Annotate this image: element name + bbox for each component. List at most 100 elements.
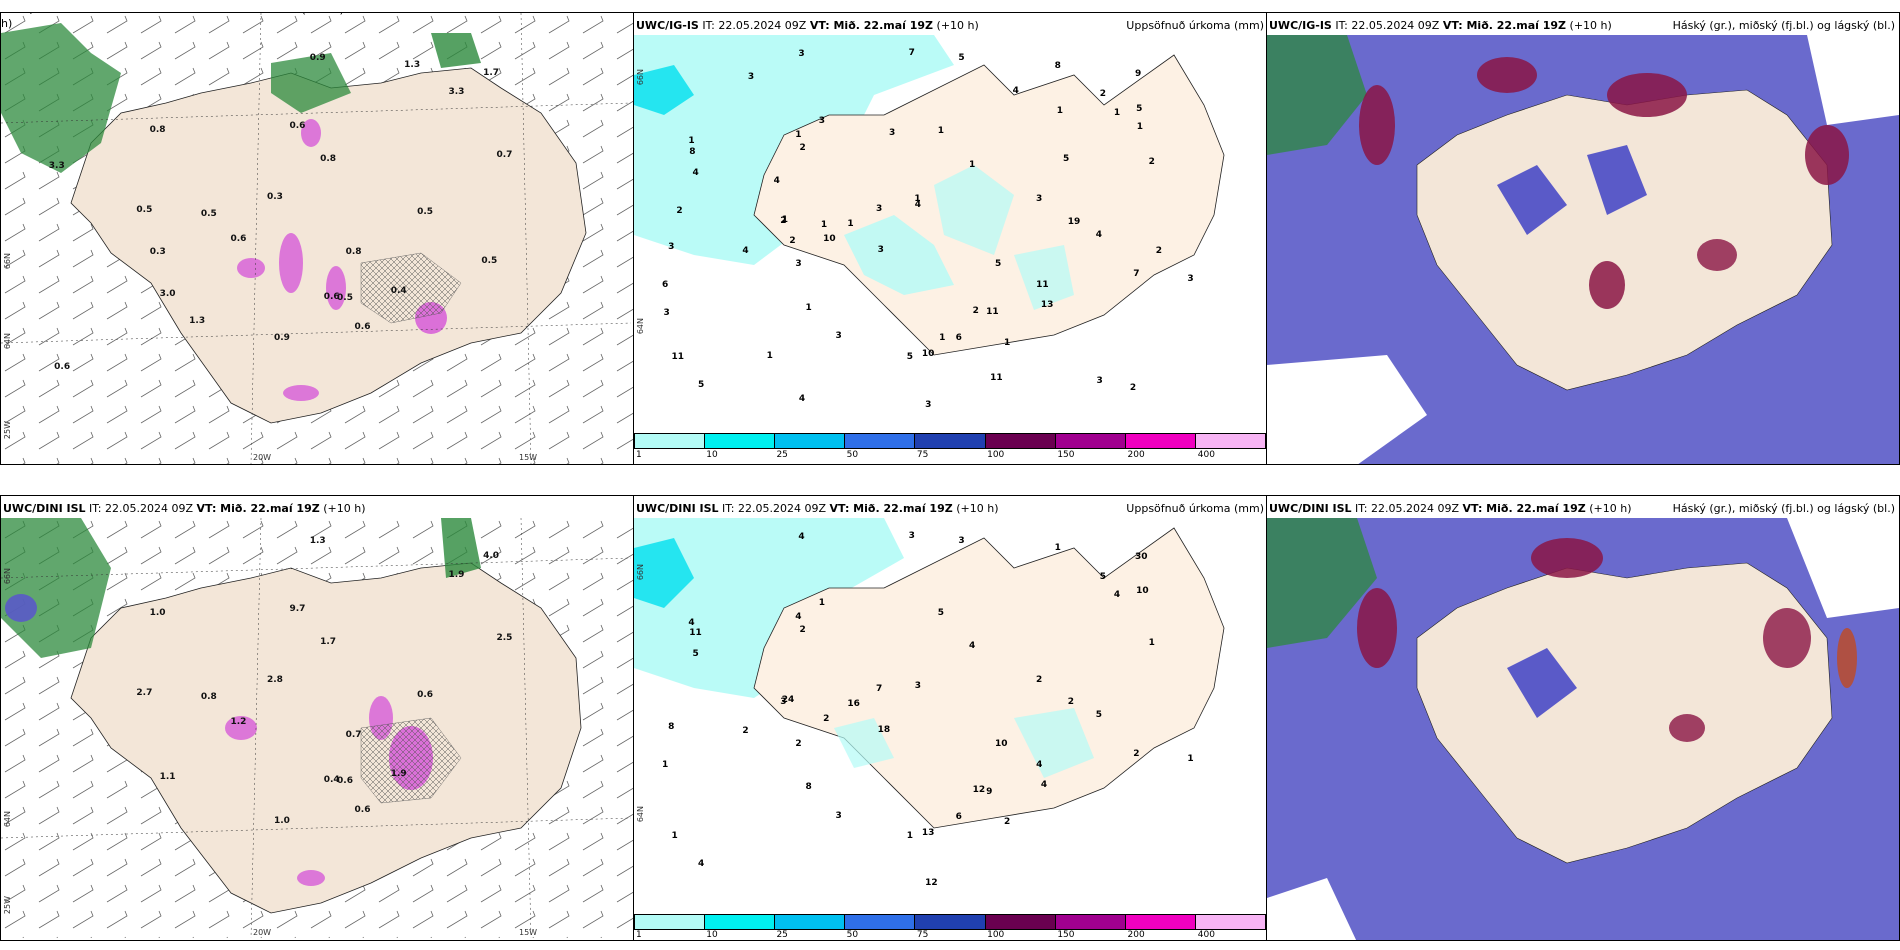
map-value-label: 1: [906, 830, 914, 841]
map-value-label: 13: [921, 828, 935, 839]
map-value-label: 8: [689, 146, 696, 157]
lat-label: 64N: [636, 806, 645, 823]
map-value-label: 1: [939, 332, 946, 343]
map-value-label: 5: [994, 259, 1002, 270]
lon-label: 15W: [519, 453, 538, 462]
map-value-label: 1: [818, 597, 826, 608]
panel-row2-wind: UWC/DINI ISL IT: 22.05.2024 09Z VT: Mið.…: [0, 495, 634, 941]
cloud-map-2: [1267, 518, 1899, 940]
model-name: UWC/IG-IS: [636, 19, 699, 32]
map-value-label: 0.6: [323, 291, 340, 302]
map-value-label: 11: [1036, 280, 1049, 291]
map-value-label: 4: [914, 200, 922, 211]
map-value-label: 1.3: [404, 59, 421, 70]
map-value-label: 1: [914, 193, 921, 204]
cloud-title: Háský (gr.), miðský (fj.bl.) og lágský (…: [1672, 19, 1895, 32]
colorbar-cell: [1055, 434, 1126, 448]
map-value-label: 3: [818, 115, 826, 126]
colorbar-cell: [985, 915, 1056, 929]
colorbar-cell: [635, 915, 706, 929]
it-value: 22.05.2024 09Z: [105, 502, 194, 515]
map-value-label: 8: [668, 722, 675, 733]
map-value-label: 0.8: [200, 692, 217, 703]
map-value-label: 10: [994, 739, 1008, 750]
panel-row1-wind: UWC/IG-IS IT: 22.05.2024 09Z VT: Mið. 22…: [0, 12, 634, 465]
map-value-label: 1: [847, 218, 854, 229]
map-value-label: 3: [835, 331, 842, 342]
map-value-label: 0.4: [323, 774, 340, 785]
map-value-label: 0.6: [354, 804, 371, 815]
cloud-title: Háský (gr.), miðský (fj.bl.) og lágský (…: [1672, 502, 1895, 515]
colorbar-cell: [1125, 434, 1196, 448]
lead-time: (+10 h): [936, 19, 979, 32]
map-value-label: 5: [697, 380, 705, 391]
wind-map-1: [1, 13, 633, 464]
lat-label: 64N: [3, 811, 12, 828]
map-value-label: 2: [1004, 816, 1011, 827]
precip-title: Uppsöfnuð úrkoma (mm): [1126, 502, 1264, 515]
map-value-label: 0.5: [136, 205, 153, 216]
vt-label: VT: Mið. 22.maí 19Z: [1462, 502, 1586, 515]
map-value-label: 5: [692, 649, 699, 660]
map-value-label: 4: [1040, 779, 1048, 790]
map-value-label: 0.8: [345, 247, 362, 258]
map-value-label: 1.2: [230, 717, 247, 728]
it-label: IT:: [1335, 19, 1348, 32]
map-value-label: 9: [986, 786, 993, 797]
map-value-label: 12: [972, 785, 986, 796]
map-value-label: 0.6: [230, 234, 247, 245]
map-value-label: 1: [781, 214, 789, 225]
colorbar-cell: [775, 915, 846, 929]
map-value-label: 5: [958, 53, 965, 64]
map-value-label: 0.5: [417, 207, 434, 218]
precip-title: Uppsöfnuð úrkoma (mm): [1126, 19, 1264, 32]
map-value-label: 11: [689, 628, 702, 639]
map-value-label: 2: [789, 236, 796, 246]
map-value-label: 3: [877, 245, 884, 256]
map-value-label: 4: [773, 175, 780, 186]
map-value-label: 3: [747, 71, 755, 82]
map-value-label: 3: [668, 242, 675, 253]
map-value-label: 9: [1135, 69, 1142, 80]
colorbar-tick-label: 50: [846, 450, 859, 460]
colorbar-tick-label: 1: [636, 930, 642, 940]
colorbar-cell: [915, 915, 986, 929]
model-name: UWC/DINI ISL: [3, 502, 86, 515]
map-value-label: 4: [1113, 590, 1121, 601]
colorbar-cell: [845, 915, 916, 929]
map-value-label: 3: [1035, 194, 1043, 205]
map-value-label: 0.3: [149, 247, 166, 258]
colorbar-tick-label: 400: [1197, 450, 1215, 460]
map-value-label: 3.3: [48, 161, 65, 172]
map-value-label: 7: [876, 684, 883, 695]
lon-label: 25W: [3, 421, 12, 440]
precip-colorbar: [634, 914, 1266, 930]
map-value-label: 10: [823, 233, 836, 244]
map-value-label: 2: [972, 305, 979, 316]
map-value-label: 4.0: [483, 550, 500, 561]
map-value-label: 1.0: [149, 608, 166, 619]
map-value-label: 1.9: [390, 769, 407, 780]
map-value-label: 3: [925, 400, 932, 411]
panel-header: UWC/IG-IS IT: 22.05.2024 09Z VT: Mið. 22…: [636, 19, 979, 33]
map-value-label: 2: [1133, 748, 1140, 759]
map-value-label: 0.7: [496, 150, 513, 161]
lead-time: (+10 h): [956, 502, 999, 515]
map-value-label: 3.0: [159, 288, 176, 299]
map-value-label: 2: [799, 143, 806, 154]
vt-label: VT: Mið. 22.maí 19Z: [196, 502, 320, 515]
map-value-label: 2.8: [266, 674, 283, 685]
panel-header: UWC/DINI ISL IT: 22.05.2024 09Z VT: Mið.…: [1269, 502, 1631, 516]
it-label: IT:: [1355, 502, 1368, 515]
map-value-label: 16: [847, 699, 860, 710]
wind-map-2: [1, 518, 633, 938]
map-value-label: 30: [1135, 551, 1148, 562]
panel-row1-precip: UWC/IG-IS IT: 22.05.2024 09Z VT: Mið. 22…: [633, 12, 1267, 465]
lat-label: 66N: [3, 568, 12, 585]
map-value-label: 9.7: [289, 604, 306, 615]
map-value-label: 8: [805, 782, 812, 793]
map-value-label: 1: [795, 129, 802, 140]
map-value-label: 3: [908, 531, 915, 542]
lat-label: 64N: [636, 318, 645, 335]
map-value-label: 4: [798, 393, 806, 404]
